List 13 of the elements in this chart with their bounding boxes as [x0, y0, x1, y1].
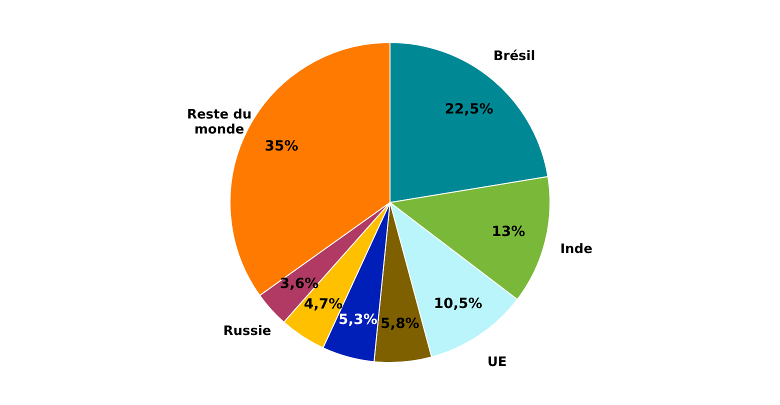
- data-label: 35%: [264, 138, 298, 155]
- slice-label: Russie: [223, 324, 272, 339]
- slice-label: Reste du monde: [186, 108, 252, 138]
- data-label: 5,8%: [380, 316, 420, 332]
- data-label: 4,7%: [304, 296, 343, 313]
- slice-label: Inde: [560, 242, 593, 257]
- data-label: 13%: [492, 224, 526, 240]
- data-label: 10,5%: [434, 296, 482, 312]
- slice-label: UE: [487, 354, 507, 370]
- data-label: 5,3%: [338, 312, 378, 328]
- data-label: 22,5%: [444, 102, 494, 118]
- data-label: 3,6%: [280, 276, 319, 292]
- slice-label: Brésil: [493, 49, 536, 64]
